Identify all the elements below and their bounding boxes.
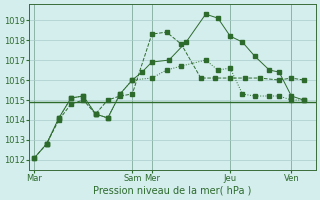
- X-axis label: Pression niveau de la mer( hPa ): Pression niveau de la mer( hPa ): [93, 186, 252, 196]
